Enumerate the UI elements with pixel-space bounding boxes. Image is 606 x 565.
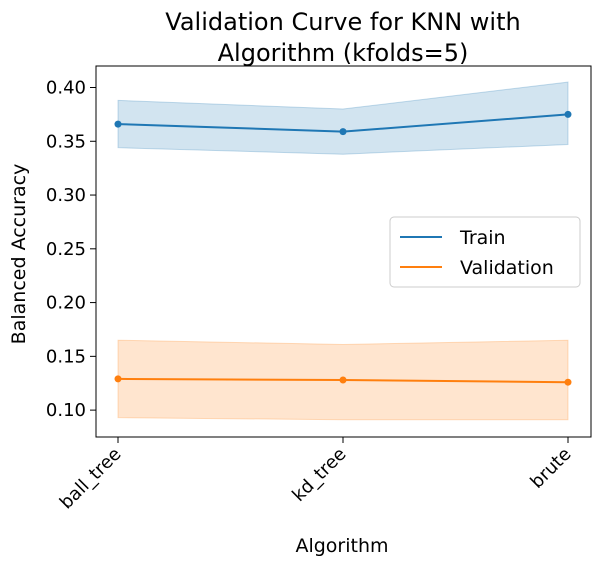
point-validation-kd_tree [339, 376, 347, 384]
y-tick-label: 0.30 [46, 185, 86, 206]
series-points [114, 110, 572, 386]
legend: Train Validation [389, 216, 581, 288]
y-tick-label: 0.25 [46, 239, 86, 260]
y-axis-label: Balanced Accuracy [8, 164, 30, 345]
y-axis-ticks: 0.10 0.15 0.20 0.25 0.30 0.35 0.40 [46, 78, 96, 421]
x-tick-label-brute: brute [526, 444, 575, 493]
point-train-brute [564, 110, 572, 118]
x-axis-label: Algorithm [295, 535, 388, 557]
legend-label-train: Train [459, 227, 506, 249]
point-train-ball_tree [114, 120, 122, 128]
point-validation-ball_tree [114, 375, 122, 383]
y-tick-label: 0.35 [46, 131, 86, 152]
band-train [117, 81, 569, 155]
point-train-kd_tree [339, 128, 347, 136]
x-tick-label-kd-tree: kd_tree [288, 444, 350, 506]
chart-title-line-2: Algorithm (kfolds=5) [218, 39, 469, 67]
point-validation-brute [564, 378, 572, 386]
legend-box [389, 216, 581, 288]
y-tick-label: 0.20 [46, 293, 86, 314]
x-tick-label-ball-tree: ball_tree [56, 444, 126, 514]
y-tick-label: 0.15 [46, 346, 86, 367]
y-tick-label: 0.40 [46, 78, 86, 99]
chart-title-line-1: Validation Curve for KNN with [165, 8, 520, 36]
legend-label-validation: Validation [460, 257, 554, 279]
x-axis-ticks: ball_tree kd_tree brute [56, 437, 576, 513]
y-tick-label: 0.10 [46, 400, 86, 421]
